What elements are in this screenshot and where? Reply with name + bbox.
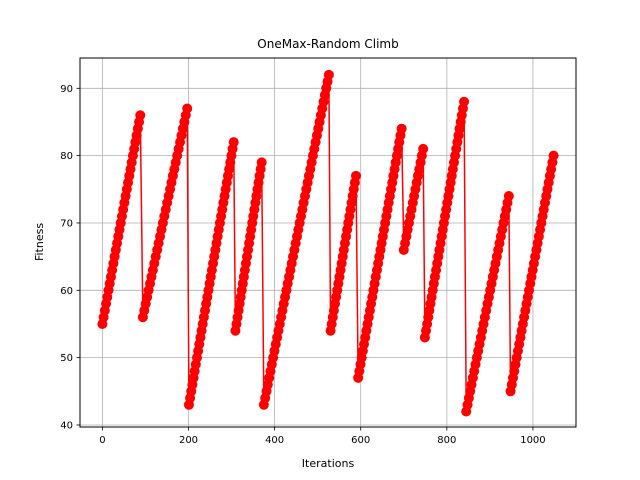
data-point — [503, 191, 514, 202]
data-point — [418, 143, 429, 154]
x-axis-ticks: 0 200 400 600 800 1000 — [99, 427, 546, 446]
x-tick-label: 400 — [265, 435, 284, 446]
data-point — [548, 150, 559, 161]
y-tick-label: 60 — [60, 286, 73, 297]
data-point — [350, 170, 361, 181]
x-tick-label: 600 — [351, 435, 370, 446]
x-tick-label: 0 — [99, 435, 105, 446]
data-point — [323, 69, 334, 80]
data-point — [228, 137, 239, 148]
y-tick-label: 80 — [60, 151, 73, 162]
plot-frame — [79, 57, 577, 428]
y-tick-label: 90 — [60, 84, 73, 95]
fitness-line — [101, 74, 555, 412]
x-tick-label: 1000 — [520, 435, 545, 446]
data-point — [396, 123, 407, 134]
data-point — [459, 96, 470, 107]
y-tick-label: 40 — [60, 420, 73, 431]
x-axis-title: Iterations — [302, 457, 355, 470]
data-point — [182, 103, 193, 114]
y-axis-ticks: 40 50 60 70 80 90 — [60, 84, 80, 431]
x-tick-label: 800 — [437, 435, 456, 446]
series-markers — [97, 69, 559, 417]
data-point — [135, 110, 146, 121]
y-axis-title: Fitness — [33, 223, 46, 261]
data-point — [256, 157, 267, 168]
series-line — [101, 74, 555, 412]
y-tick-label: 50 — [60, 353, 73, 364]
x-tick-label: 200 — [179, 435, 198, 446]
chart-title: OneMax-Random Climb — [257, 37, 398, 51]
y-tick-label: 70 — [60, 218, 73, 229]
